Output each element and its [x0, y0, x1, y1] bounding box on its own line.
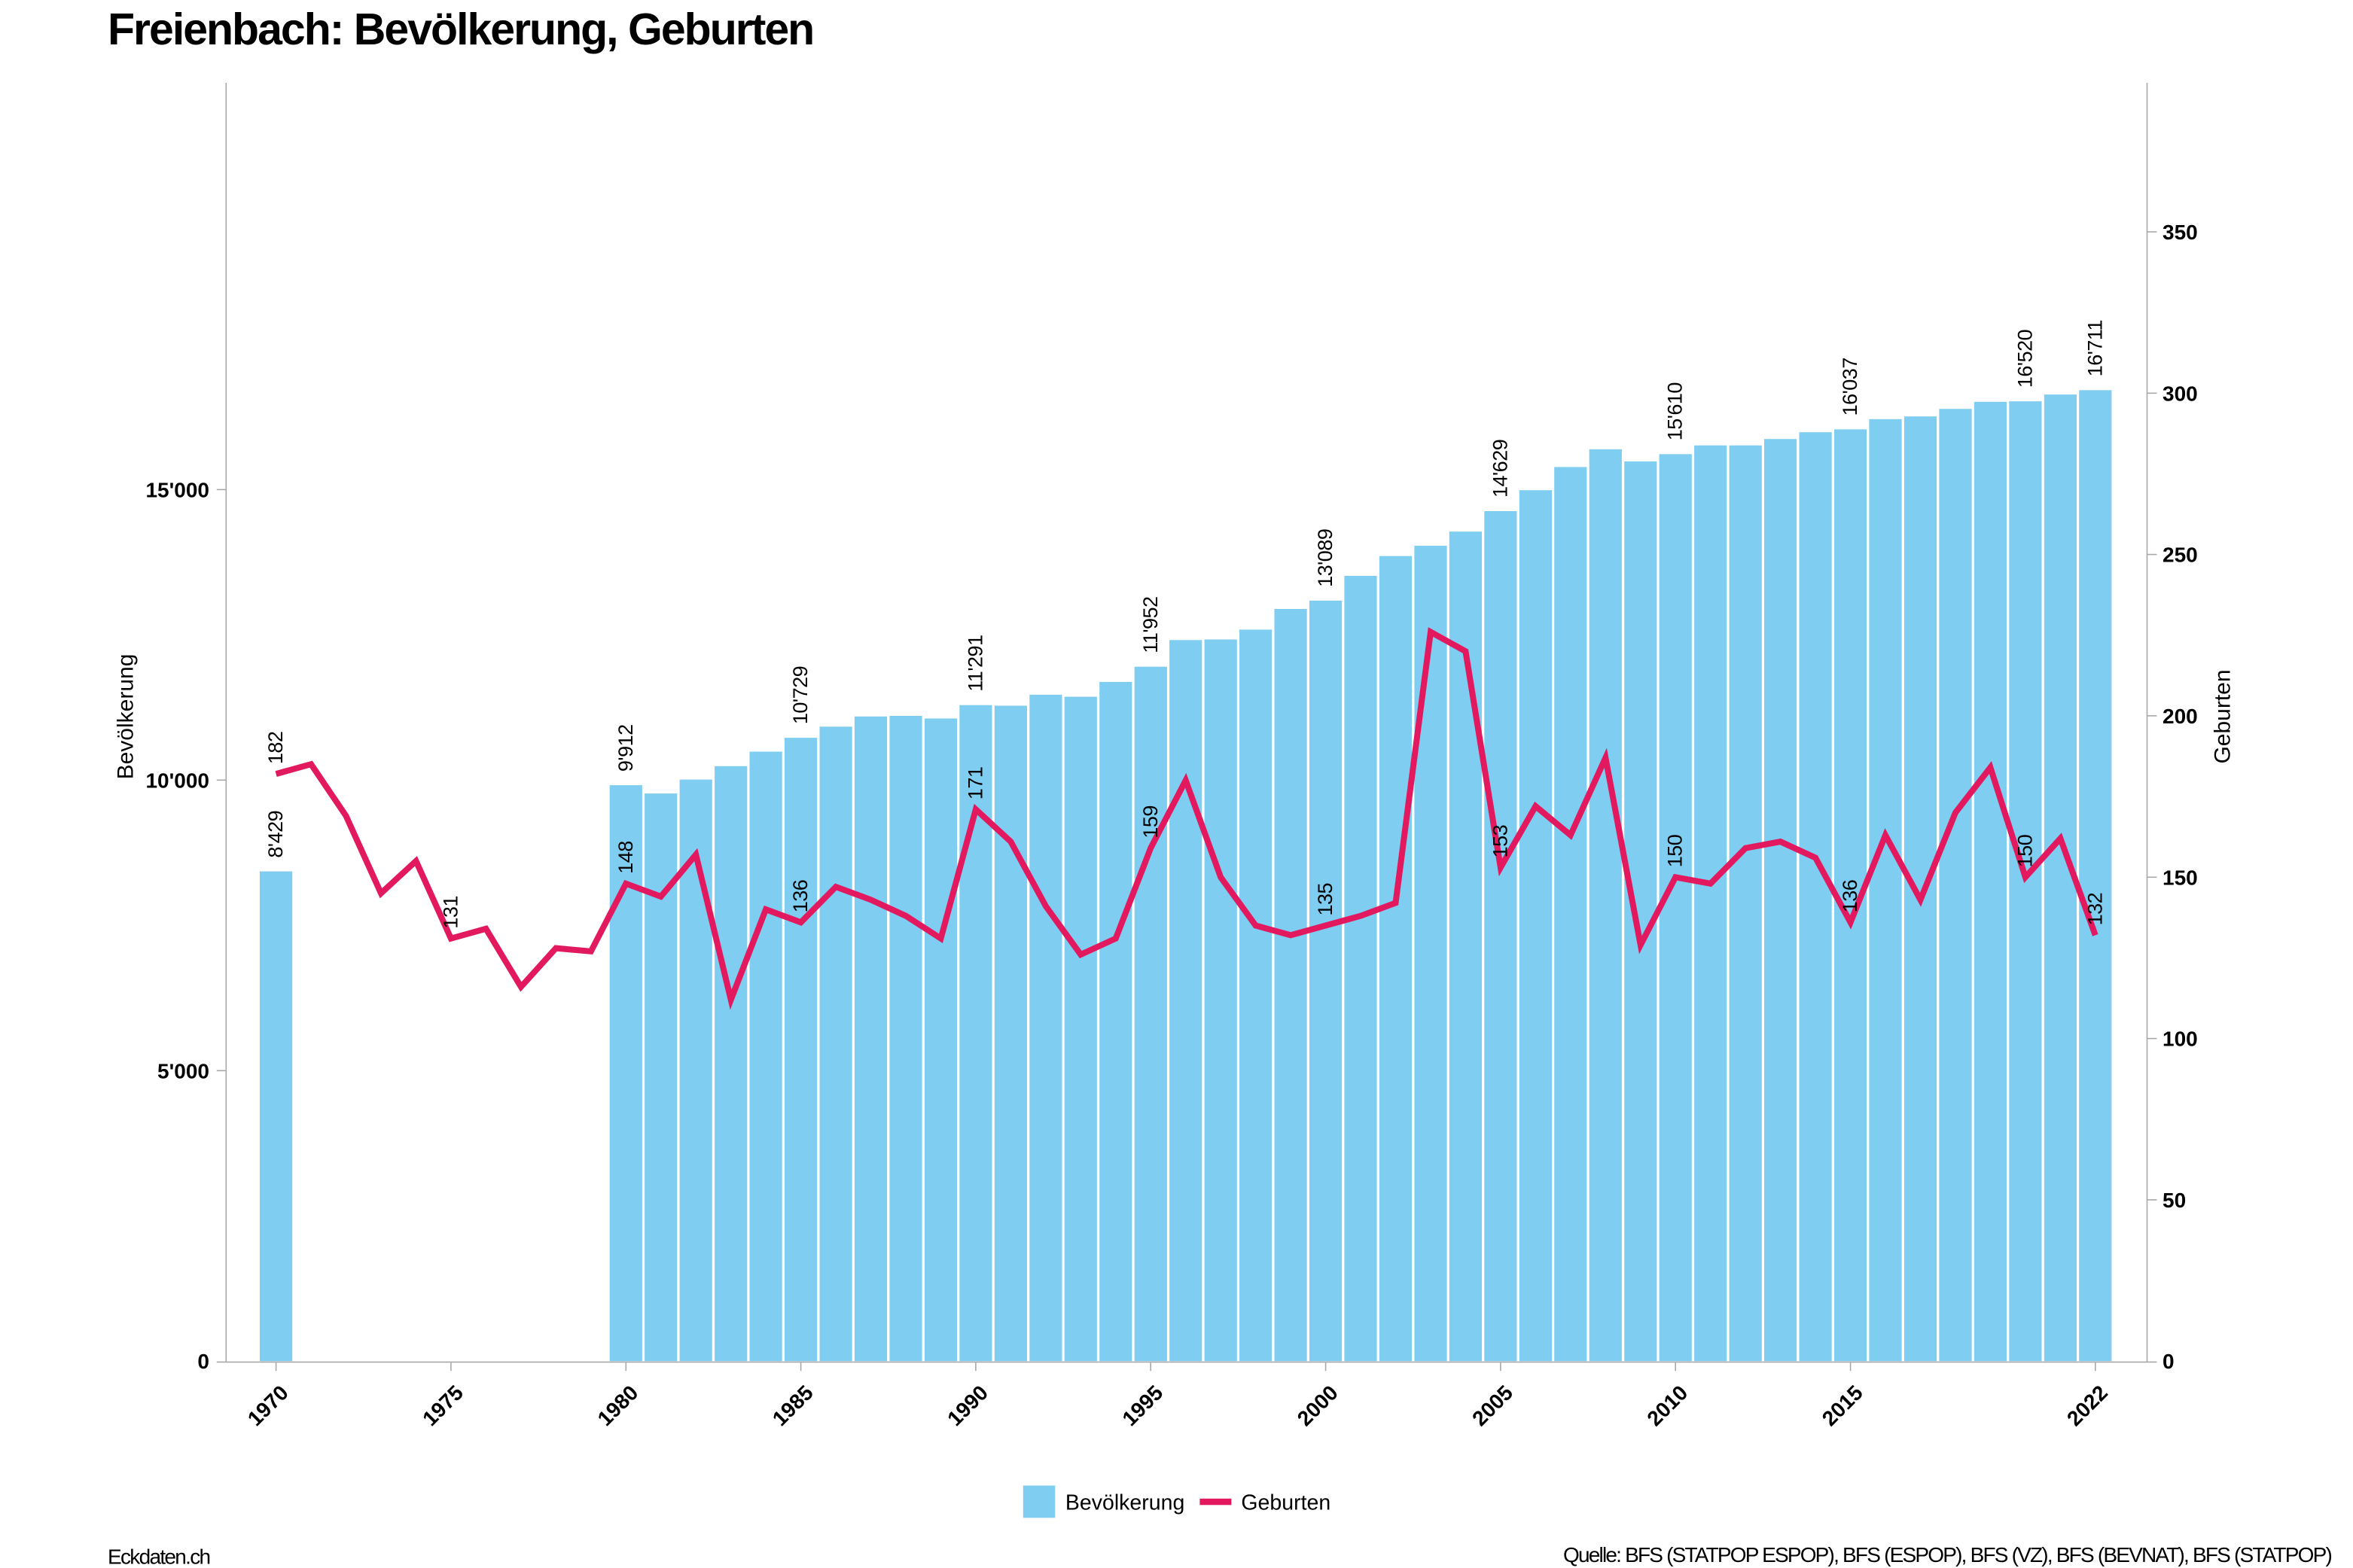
svg-text:136: 136: [789, 880, 812, 913]
svg-text:300: 300: [2163, 382, 2198, 405]
svg-text:10'729: 10'729: [789, 666, 812, 724]
svg-text:150: 150: [2163, 866, 2198, 889]
svg-text:148: 148: [614, 841, 637, 874]
svg-text:0: 0: [2163, 1350, 2175, 1373]
svg-text:132: 132: [2083, 893, 2106, 926]
svg-text:50: 50: [2163, 1189, 2186, 1212]
svg-text:159: 159: [1139, 805, 1162, 839]
svg-text:11'952: 11'952: [1139, 596, 1162, 653]
svg-text:200: 200: [2163, 705, 2198, 728]
svg-text:150: 150: [2013, 835, 2036, 868]
svg-text:131: 131: [439, 896, 462, 929]
svg-text:5'000: 5'000: [157, 1059, 209, 1082]
svg-text:10'000: 10'000: [145, 769, 209, 792]
svg-text:182: 182: [264, 732, 287, 765]
svg-text:11'291: 11'291: [964, 635, 986, 691]
svg-text:16'711: 16'711: [2083, 320, 2106, 376]
svg-text:13'089: 13'089: [1314, 529, 1337, 587]
svg-text:14'629: 14'629: [1489, 440, 1511, 498]
svg-text:171: 171: [964, 767, 986, 800]
svg-text:15'610: 15'610: [1664, 382, 1687, 440]
svg-text:Bevölkerung: Bevölkerung: [1065, 1491, 1184, 1515]
svg-text:15'000: 15'000: [145, 478, 209, 501]
svg-text:150: 150: [1664, 835, 1687, 868]
svg-text:136: 136: [1839, 880, 1861, 913]
svg-text:9'912: 9'912: [614, 724, 637, 772]
svg-text:100: 100: [2163, 1028, 2198, 1051]
svg-text:Bevölkerung: Bevölkerung: [114, 654, 139, 780]
svg-text:Eckdaten.ch: Eckdaten.ch: [108, 1545, 210, 1568]
svg-text:16'037: 16'037: [1839, 358, 1861, 416]
svg-text:350: 350: [2163, 221, 2198, 244]
svg-text:8'429: 8'429: [264, 811, 287, 858]
svg-text:135: 135: [1314, 883, 1337, 916]
svg-text:153: 153: [1489, 825, 1511, 858]
svg-text:16'520: 16'520: [2013, 330, 2036, 388]
svg-text:Quelle: BFS (STATPOP ESPOP), B: Quelle: BFS (STATPOP ESPOP), BFS (ESPOP)…: [1563, 1543, 2331, 1566]
svg-text:0: 0: [197, 1350, 209, 1373]
svg-text:Geburten: Geburten: [2211, 669, 2236, 763]
svg-text:Geburten: Geburten: [1241, 1491, 1330, 1515]
svg-text:Freienbach: Bevölkerung, Gebur: Freienbach: Bevölkerung, Geburten: [108, 5, 813, 54]
svg-text:250: 250: [2163, 543, 2198, 567]
